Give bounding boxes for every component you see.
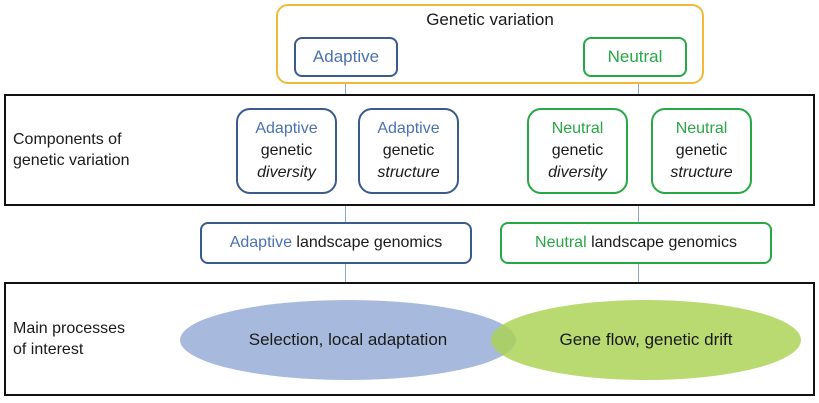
neutral-genomics-kind: Neutral [535, 234, 587, 251]
component-word: genetic [382, 142, 435, 159]
component-kind: Adaptive [255, 120, 318, 137]
connector-neutral-upper [638, 78, 639, 108]
connector-adaptive-middle [345, 204, 346, 222]
connector-adaptive-upper [345, 78, 346, 108]
connector-adaptive-lower [345, 264, 346, 282]
component-kind: Neutral [551, 120, 604, 137]
neutral-genetic-structure-box: Neutral genetic structure [651, 108, 752, 194]
components-label-line1: Components of [13, 131, 122, 148]
adaptive-variation-box: Adaptive [294, 37, 398, 77]
gene-flow-genetic-drift-label: Gene flow, genetic drift [559, 330, 733, 349]
selection-ellipse [180, 300, 516, 380]
neutral-variation-box: Neutral [583, 37, 687, 77]
component-word: genetic [675, 142, 728, 159]
connector-neutral-lower [638, 264, 639, 282]
component-word: genetic [260, 142, 313, 159]
components-label-line2: genetic variation [13, 152, 130, 169]
adaptive-landscape-genomics-box: Adaptive landscape genomics [200, 222, 472, 264]
component-aspect: structure [670, 164, 733, 181]
processes-label: Main processes of interest [13, 318, 193, 360]
gene-flow-ellipse [491, 300, 801, 380]
component-word: genetic [551, 142, 604, 159]
adaptive-genomics-suffix: landscape genomics [296, 234, 443, 251]
neutral-genetic-diversity-box: Neutral genetic diversity [527, 108, 628, 194]
component-kind: Adaptive [377, 120, 440, 137]
adaptive-genetic-structure-box: Adaptive genetic structure [358, 108, 459, 194]
genetic-variation-title: Genetic variation [426, 10, 554, 29]
adaptive-genomics-kind: Adaptive [229, 234, 292, 251]
component-aspect: diversity [257, 164, 316, 181]
component-aspect: diversity [548, 164, 607, 181]
component-kind: Neutral [675, 120, 728, 137]
neutral-landscape-genomics-box: Neutral landscape genomics [500, 222, 772, 264]
neutral-genomics-suffix: landscape genomics [591, 234, 737, 251]
connector-neutral-middle [638, 204, 639, 222]
processes-label-line2: of interest [13, 341, 84, 358]
adaptive-genetic-diversity-box: Adaptive genetic diversity [236, 108, 337, 194]
processes-label-line1: Main processes [13, 320, 126, 337]
selection-local-adaptation-label: Selection, local adaptation [248, 330, 448, 349]
component-aspect: structure [377, 164, 440, 181]
components-label: Components of genetic variation [13, 129, 213, 171]
